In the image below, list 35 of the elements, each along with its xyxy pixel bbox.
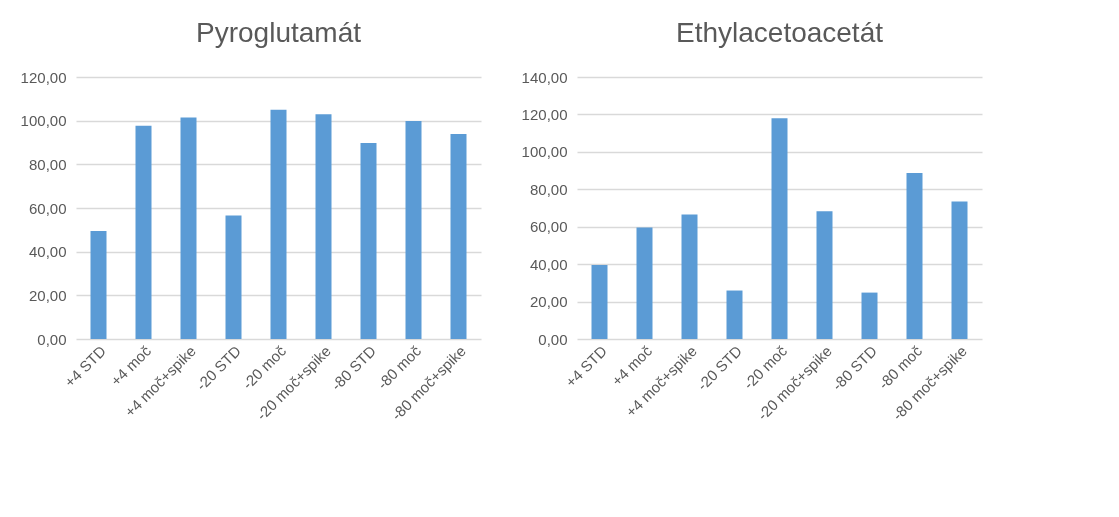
y-tick-label: 60,00 <box>529 218 568 236</box>
y-tick-label: 100,00 <box>521 143 568 161</box>
y-tick-label: 60,00 <box>28 199 67 217</box>
bar <box>360 142 377 339</box>
bar <box>135 125 152 339</box>
bar <box>225 215 242 339</box>
bar <box>405 121 422 339</box>
bar <box>90 230 107 339</box>
y-tick-label: 40,00 <box>529 255 568 273</box>
bar <box>681 214 698 339</box>
bar <box>771 118 788 339</box>
bar <box>816 211 833 339</box>
chart-title: Ethylacetoacetát <box>675 17 884 48</box>
bar <box>906 173 923 339</box>
bar <box>270 109 287 339</box>
y-tick-label: 20,00 <box>529 293 568 311</box>
y-tick-label: 0,00 <box>538 330 568 348</box>
y-tick-label: 20,00 <box>28 286 67 304</box>
y-tick-label: 80,00 <box>28 155 67 173</box>
bar <box>636 227 653 339</box>
y-tick-label: 140,00 <box>521 68 568 86</box>
bar <box>861 292 878 339</box>
y-tick-label: 0,00 <box>37 330 67 348</box>
bar <box>315 114 332 339</box>
y-tick-label: 100,00 <box>20 112 67 130</box>
bar <box>591 264 608 339</box>
y-tick-label: 120,00 <box>521 105 568 123</box>
chart-title: Pyroglutamát <box>196 17 362 48</box>
bar <box>450 133 467 339</box>
bar <box>726 290 743 339</box>
y-tick-label: 120,00 <box>20 68 67 86</box>
bar <box>180 117 197 339</box>
y-tick-label: 40,00 <box>28 243 67 261</box>
bar <box>951 201 968 339</box>
y-tick-label: 80,00 <box>529 180 568 198</box>
